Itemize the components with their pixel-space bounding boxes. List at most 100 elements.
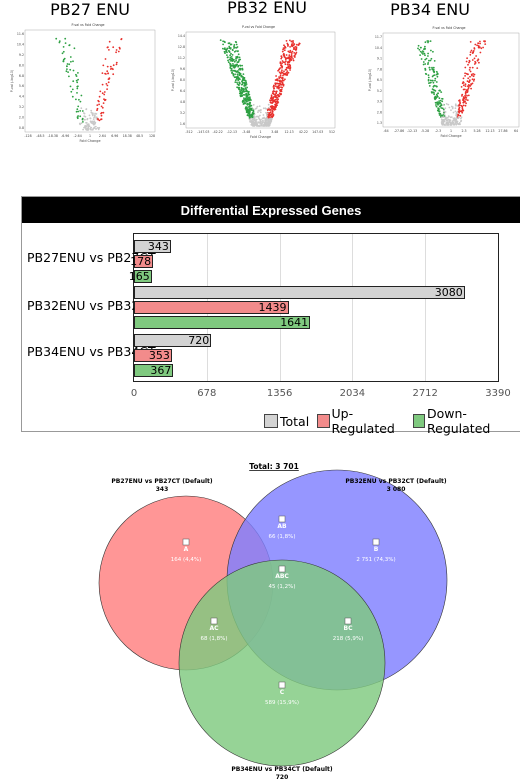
volcano-point bbox=[446, 119, 449, 122]
volcano-ytick: 3.2 bbox=[19, 105, 24, 109]
volcano-point bbox=[469, 66, 471, 69]
volcano-point bbox=[232, 63, 234, 65]
volcano-point bbox=[459, 102, 461, 105]
volcano-point bbox=[436, 75, 439, 78]
volcano-point bbox=[108, 40, 111, 43]
volcano-plot-0: P-val vs Fold Change 11.6 10.4 9.2 8.0 6.8 5.6… bbox=[10, 23, 156, 143]
volcano-point bbox=[115, 49, 118, 51]
volcano-point bbox=[441, 122, 444, 124]
volcano-point bbox=[58, 40, 61, 42]
volcano-point bbox=[435, 70, 438, 73]
volcano-point bbox=[230, 68, 233, 70]
volcano-point bbox=[267, 122, 270, 125]
volcano-point bbox=[272, 90, 274, 93]
volcano-point bbox=[464, 66, 467, 69]
volcano-point bbox=[468, 69, 471, 71]
volcano-point bbox=[468, 84, 471, 87]
volcano-point bbox=[94, 115, 96, 117]
volcano-point bbox=[419, 54, 421, 56]
volcano-point bbox=[441, 107, 444, 110]
deg-bar-value: 1641 bbox=[280, 316, 309, 329]
volcano-point bbox=[258, 105, 261, 107]
volcano-point bbox=[249, 97, 251, 100]
volcano-point bbox=[457, 123, 460, 125]
venn-region-label: 45 (1,2%) bbox=[268, 584, 295, 590]
volcano-point bbox=[479, 42, 481, 45]
venn-region-label: 589 (15,9%) bbox=[265, 700, 299, 706]
volcano-ylabel: P-val (-log10) bbox=[368, 68, 372, 91]
volcano-point bbox=[458, 116, 460, 119]
volcano-xtick: 48.5 bbox=[136, 134, 143, 138]
volcano-point bbox=[468, 60, 471, 63]
volcano-point bbox=[271, 116, 273, 118]
volcano-point bbox=[235, 70, 237, 73]
volcano-point bbox=[283, 55, 285, 57]
volcano-point bbox=[75, 73, 77, 76]
volcano-point bbox=[464, 85, 467, 87]
volcano-point bbox=[265, 116, 268, 119]
volcano-point bbox=[117, 50, 120, 53]
volcano-point bbox=[429, 79, 432, 82]
volcano-point bbox=[231, 48, 234, 51]
volcano-point bbox=[273, 106, 275, 108]
venn-region-marker bbox=[278, 565, 286, 573]
volcano-point bbox=[280, 83, 283, 86]
volcano-point bbox=[242, 76, 244, 78]
volcano-point bbox=[64, 42, 67, 44]
volcano-point bbox=[83, 118, 85, 121]
volcano-point bbox=[89, 117, 92, 119]
volcano-point bbox=[242, 103, 245, 105]
venn-circle-c bbox=[178, 559, 386, 767]
volcano-point bbox=[230, 60, 232, 62]
volcano-point bbox=[249, 107, 251, 110]
volcano-point bbox=[269, 101, 272, 104]
volcano-point bbox=[458, 99, 460, 102]
volcano-point bbox=[473, 73, 476, 76]
volcano-point bbox=[247, 112, 250, 115]
volcano-point bbox=[240, 75, 243, 78]
volcano-point bbox=[233, 60, 236, 63]
volcano-point bbox=[457, 113, 459, 116]
venn-region-id: ABC bbox=[275, 573, 289, 580]
volcano-point bbox=[265, 111, 267, 114]
volcano-point bbox=[270, 118, 273, 121]
volcano-ytick: 10.4 bbox=[375, 46, 382, 50]
volcano-point bbox=[70, 60, 72, 63]
volcano-point bbox=[440, 116, 443, 119]
volcano-point bbox=[440, 107, 443, 109]
volcano-plot-title: P-val vs Fold Change bbox=[432, 26, 465, 30]
volcano-point bbox=[260, 124, 263, 126]
volcano-point bbox=[77, 78, 79, 81]
venn-region-id: C bbox=[280, 689, 285, 696]
volcano-point bbox=[427, 63, 429, 65]
volcano-point bbox=[278, 82, 281, 85]
volcano-point bbox=[88, 125, 91, 128]
volcano-point bbox=[223, 40, 226, 43]
deg-bar-value: 3080 bbox=[434, 286, 463, 299]
volcano-point bbox=[98, 119, 101, 122]
volcano-point bbox=[471, 74, 473, 77]
volcano-point bbox=[466, 73, 469, 76]
volcano-point bbox=[432, 50, 434, 53]
volcano-point bbox=[438, 105, 441, 108]
volcano-ytick: 11.2 bbox=[178, 56, 185, 60]
deg-xtick: 678 bbox=[197, 388, 217, 399]
volcano-point bbox=[464, 94, 466, 97]
volcano-point bbox=[273, 87, 276, 90]
volcano-plot-1: P-val vs Fold Change 14.4 12.8 11.2 9.6 8.0 6.… bbox=[171, 25, 336, 139]
volcano-point bbox=[242, 90, 245, 93]
volcano-point bbox=[435, 93, 438, 96]
volcano-point bbox=[243, 97, 245, 99]
volcano-point bbox=[424, 45, 426, 48]
volcano-point bbox=[246, 86, 249, 89]
volcano-point bbox=[427, 52, 429, 55]
volcano-point bbox=[276, 102, 279, 104]
volcano-point bbox=[257, 109, 260, 112]
volcano-point bbox=[77, 85, 79, 88]
volcano-point bbox=[430, 57, 433, 60]
volcano-point bbox=[243, 94, 246, 96]
volcano-point bbox=[85, 122, 88, 124]
volcano-point bbox=[106, 88, 108, 90]
volcano-point bbox=[278, 77, 281, 79]
volcano-point bbox=[228, 42, 231, 45]
